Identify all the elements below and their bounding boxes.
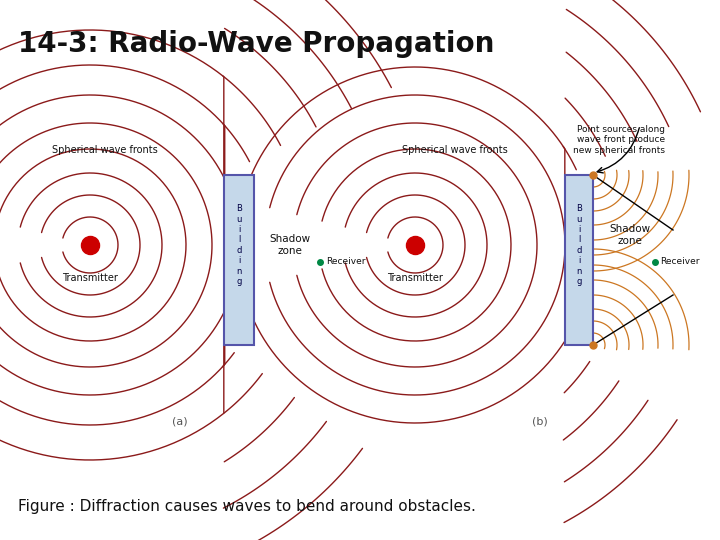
Text: Transmitter: Transmitter bbox=[387, 273, 443, 283]
Text: (b): (b) bbox=[532, 417, 548, 427]
Text: Point sources along
wave front produce
new spherical fronts: Point sources along wave front produce n… bbox=[573, 125, 665, 155]
Text: Spherical wave fronts: Spherical wave fronts bbox=[402, 145, 508, 155]
Text: Shadow
zone: Shadow zone bbox=[269, 234, 310, 256]
Text: B
u
i
l
d
i
n
g: B u i l d i n g bbox=[576, 204, 582, 286]
Text: (a): (a) bbox=[172, 417, 188, 427]
Text: Shadow
zone: Shadow zone bbox=[609, 224, 651, 246]
Text: B
u
i
l
d
i
n
g: B u i l d i n g bbox=[236, 204, 242, 286]
Text: Spherical wave fronts: Spherical wave fronts bbox=[52, 145, 158, 155]
Text: Transmitter: Transmitter bbox=[62, 273, 118, 283]
Text: Figure : Diffraction causes waves to bend around obstacles.: Figure : Diffraction causes waves to ben… bbox=[18, 499, 476, 514]
Bar bbox=[224, 175, 254, 345]
Text: 14-3: Radio-Wave Propagation: 14-3: Radio-Wave Propagation bbox=[18, 30, 495, 58]
Text: Receiver: Receiver bbox=[326, 258, 366, 267]
Text: Receiver: Receiver bbox=[660, 258, 700, 267]
Bar bbox=[565, 175, 593, 345]
